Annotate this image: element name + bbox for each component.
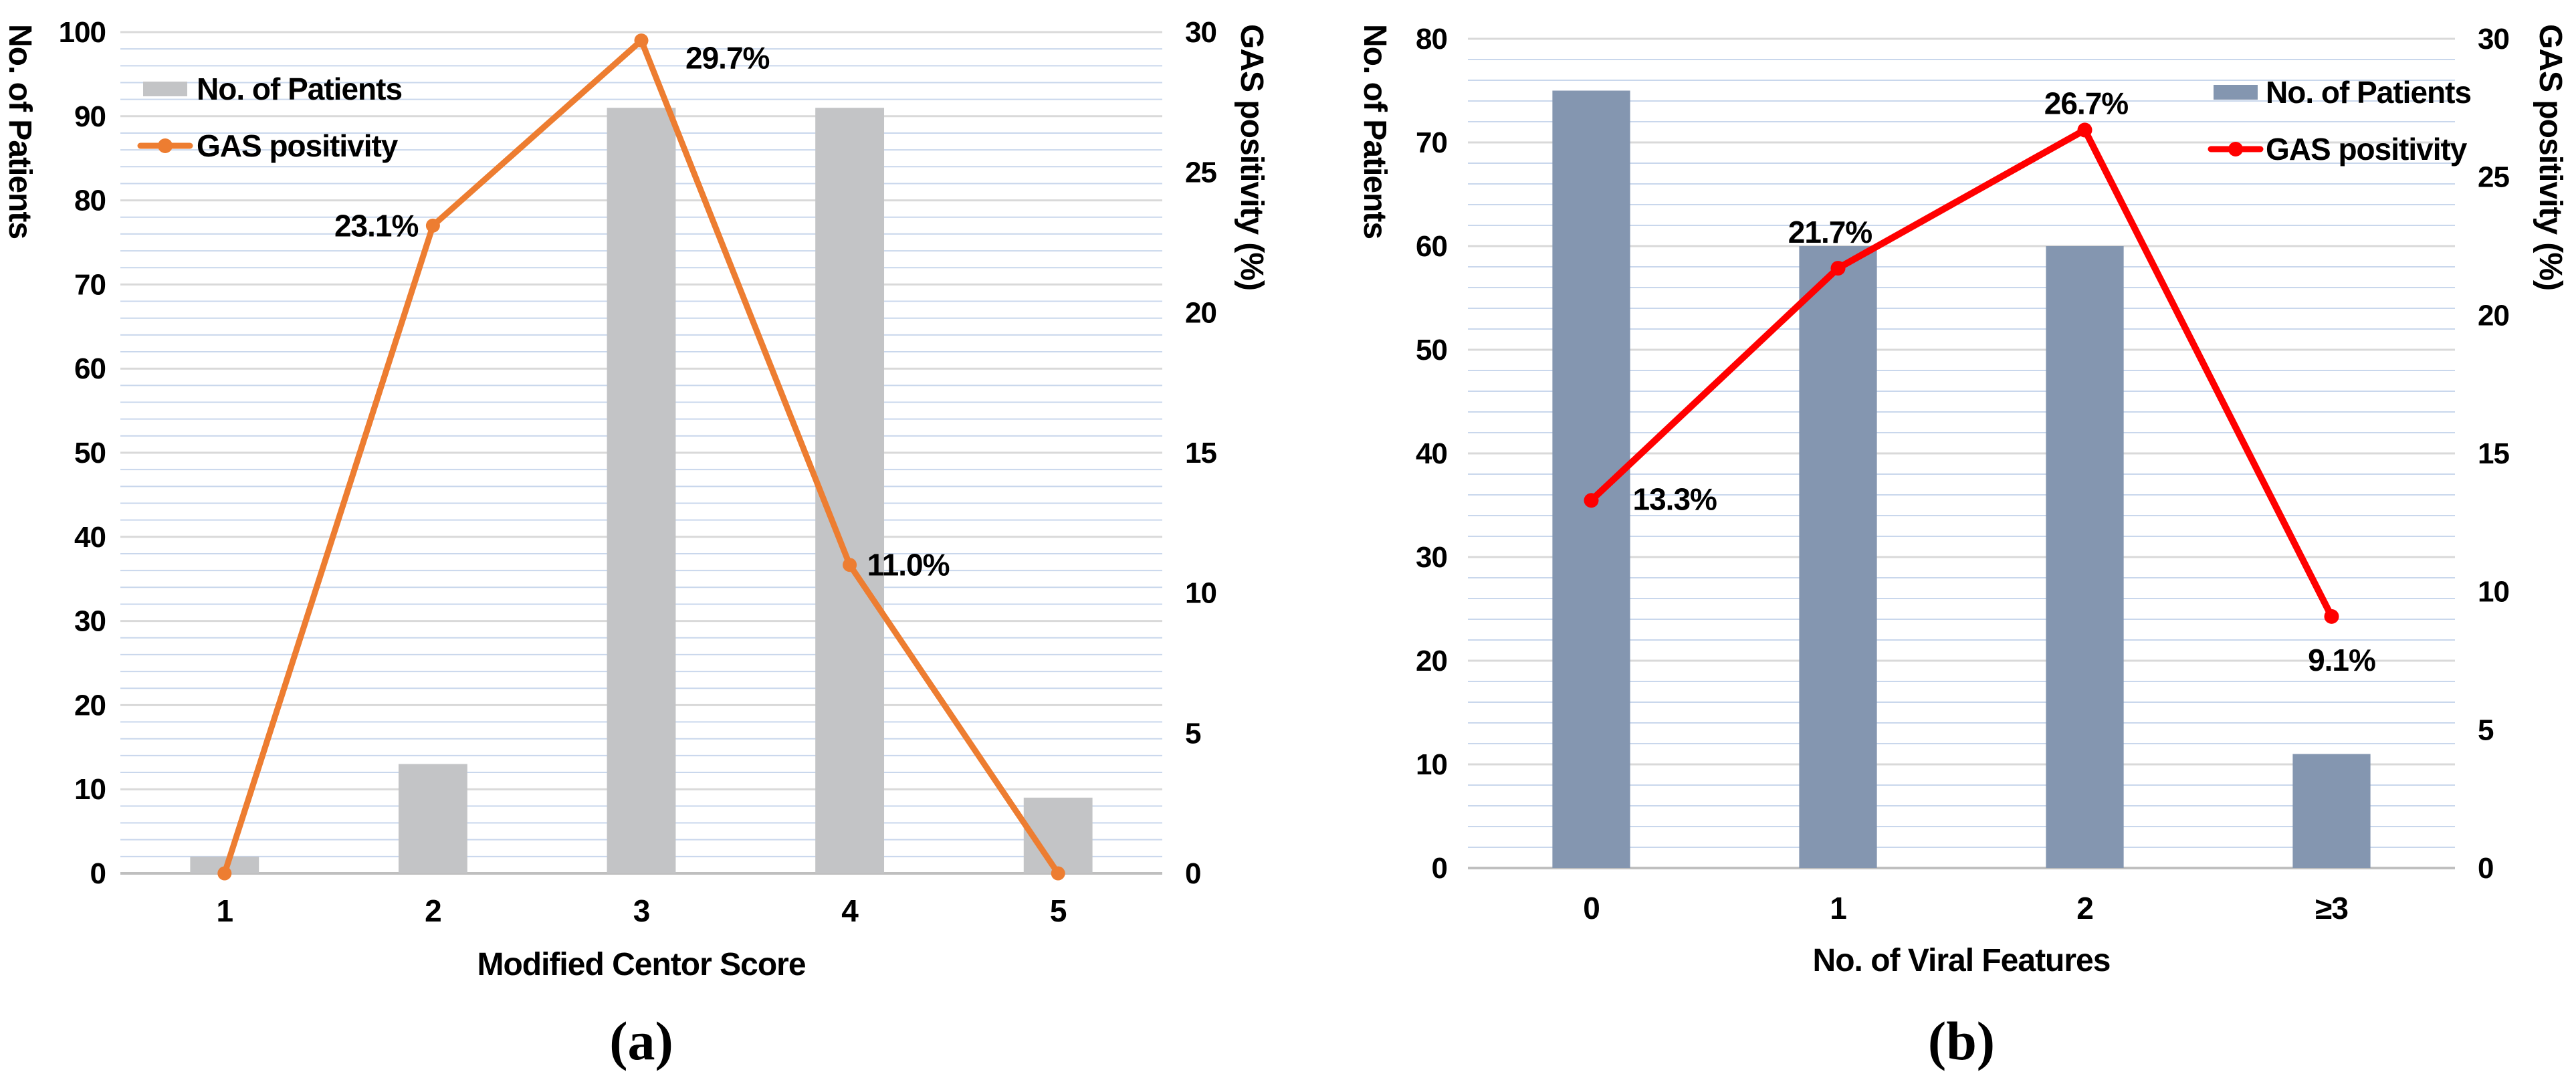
y-axis-tick-left: 20 (74, 689, 106, 722)
data-label-gas-≥3: 9.1% (2308, 643, 2375, 677)
y-axis-tick-right: 25 (2478, 161, 2509, 194)
y-axis-tick-right: 15 (1185, 437, 1216, 469)
y-axis-tick-left: 60 (74, 352, 106, 385)
legend: No. of Patients GAS positivity (2208, 75, 2472, 167)
data-point-cat-4 (843, 558, 857, 572)
y-axis-tick-left: 30 (74, 605, 106, 638)
bar-patients-cat-2 (2046, 246, 2124, 868)
y-axis-tick-left: 70 (74, 268, 106, 301)
bar-patients-cat-1 (1799, 246, 1877, 868)
y-axis-tick-left: 10 (74, 773, 106, 806)
gas-positivity-line (1588, 126, 2335, 620)
data-label-gas-4: 11.0% (867, 548, 950, 582)
data-label-gas-3: 29.7% (685, 41, 770, 76)
legend-swatch-patients (2214, 85, 2258, 100)
panel-a: 23.1% 29.7% 11.0% 0 10 20 30 40 50 60 70 80 90 100 0 5 1… (2, 16, 1269, 1071)
legend: No. of Patients GAS positivity (137, 72, 403, 163)
y-axis-tick-right: 5 (2478, 714, 2494, 746)
data-point-cat-1 (1830, 261, 1846, 276)
gas-positivity-markers (217, 33, 1065, 881)
y-axis-tick-right: 30 (2478, 23, 2509, 56)
chart-b-viral-features: 13.3%21.7%26.7%9.1%010203040506070800510… (1357, 23, 2568, 1071)
x-axis-tick: 1 (1830, 891, 1846, 926)
y-axis-tick-left: 0 (90, 857, 106, 890)
x-axis-tick: 2 (2076, 891, 2093, 926)
y-axis-title-left: No. of Patients (2, 24, 37, 239)
y-axis-tick-right: 10 (2478, 576, 2509, 609)
y-axis-tick-left: 50 (1416, 334, 1447, 366)
x-axis-tick: 3 (633, 893, 650, 928)
y-axis-tick-left: 70 (1416, 126, 1447, 159)
x-axis-tick: 4 (841, 893, 859, 928)
bar-patients-cat-4 (815, 108, 885, 874)
patients-bar-series (190, 108, 1093, 874)
legend-label-gas: GAS positivity (197, 128, 399, 163)
gas-positivity-markers (1584, 122, 2339, 624)
y-axis-tick-right: 25 (1185, 156, 1216, 189)
panel-b: 13.3% 21.7% 26.7% 9.1% 0 10 20 30 40 50 60 70 80 0 5 10… (1288, 0, 2576, 1080)
y-axis-tick-left: 60 (1416, 230, 1447, 263)
bar-patients-cat-2 (398, 764, 467, 873)
y-axis-title-right: GAS positivity (%) (2533, 24, 2568, 290)
legend-label-patients: No. of Patients (197, 72, 402, 106)
bar-patients-cat-≥3 (2292, 754, 2371, 868)
chart-a-modified-centor-score: 23.1% 29.7% 11.0% 0 10 20 30 40 50 60 70 80 90 100 0 5 1… (2, 16, 1269, 1071)
legend-marker-gas (158, 138, 173, 153)
legend-swatch-patients (143, 82, 187, 96)
data-point-cat-2 (425, 218, 440, 233)
y-axis-tick-right: 20 (1185, 296, 1216, 329)
y-axis-tick-right: 10 (1185, 577, 1216, 610)
x-axis-tick: 0 (1583, 891, 1600, 926)
y-axis-tick-right: 5 (1185, 717, 1201, 750)
y-axis-tick-left: 10 (1416, 748, 1447, 781)
major-gridlines (1468, 37, 2455, 766)
data-label-gas-0: 13.3% (1633, 481, 1717, 516)
data-point-cat-0 (1584, 493, 1599, 508)
data-point-cat-2 (2077, 122, 2092, 138)
x-axis-tick: 5 (1050, 893, 1067, 928)
data-label-gas-2: 26.7% (2044, 86, 2129, 120)
bar-patients-cat-3 (607, 108, 676, 874)
minor-gridlines (1468, 59, 2455, 848)
x-axis-tick: ≥3 (2315, 891, 2348, 926)
y-axis-tick-left: 80 (74, 185, 106, 217)
y-axis-tick-left: 30 (1416, 541, 1447, 574)
y-axis-tick-left: 0 (1432, 852, 1447, 885)
y-axis-tick-left: 40 (1416, 437, 1447, 470)
y-axis-tick-left: 90 (74, 100, 106, 133)
data-point-cat-3 (634, 33, 649, 48)
y-axis-tick-left: 20 (1416, 645, 1447, 677)
panel-caption: (b) (1928, 1010, 1995, 1071)
y-axis-tick-left: 80 (1416, 23, 1447, 56)
panel-caption: (a) (609, 1010, 673, 1071)
y-axis-tick-right: 30 (1185, 16, 1216, 49)
y-axis-tick-right: 15 (2478, 437, 2509, 470)
legend-marker-gas (2228, 142, 2243, 156)
y-axis-tick-left: 100 (59, 16, 106, 49)
y-axis-tick-left: 40 (74, 521, 106, 554)
y-axis-tick-right: 0 (2478, 852, 2493, 885)
y-axis-tick-left: 50 (74, 437, 106, 469)
data-label-gas-2: 23.1% (334, 208, 419, 243)
y-axis-title-right: GAS positivity (%) (1234, 24, 1269, 290)
x-axis-tick: 2 (425, 893, 441, 928)
x-axis-tick: 1 (217, 893, 233, 928)
data-label-gas-1: 21.7% (1788, 215, 1872, 249)
y-axis-tick-right: 20 (2478, 299, 2509, 332)
y-axis-tick-right: 0 (1185, 857, 1200, 890)
patients-bar-series (1552, 90, 2371, 868)
data-point-cat-≥3 (2324, 609, 2339, 624)
y-axis-title-left: No. of Patients (1357, 24, 1392, 239)
data-point-cat-5 (1051, 866, 1065, 881)
data-point-cat-1 (217, 866, 232, 881)
x-axis-title: No. of Viral Features (1813, 943, 2111, 978)
legend-label-patients: No. of Patients (2266, 75, 2471, 110)
legend-label-gas: GAS positivity (2266, 132, 2468, 167)
x-axis-title: Modified Centor Score (477, 947, 805, 982)
